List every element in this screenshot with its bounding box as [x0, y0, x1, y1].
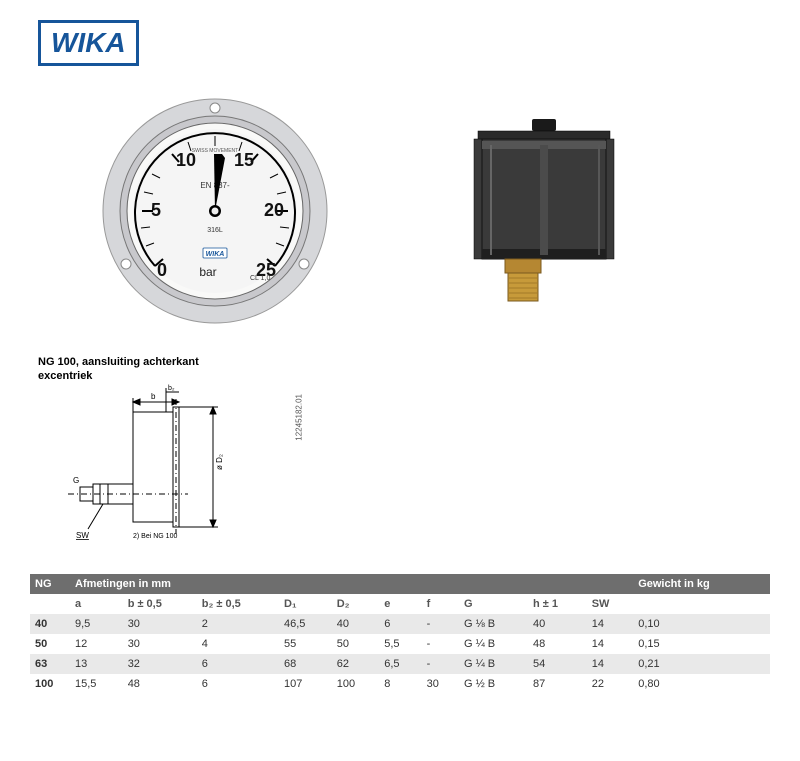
- unit-label: bar: [199, 265, 216, 279]
- gauge-front-view: 0 5 10 15 20 25 SWISS MOVEMENT EN 837- 3…: [100, 96, 330, 326]
- dim-G: G: [73, 476, 79, 485]
- brand-label: WIKA: [206, 251, 225, 258]
- gauge-side-view: [450, 111, 630, 311]
- th-ng: NG: [30, 574, 70, 594]
- dim-b: b: [151, 392, 156, 401]
- table-row: 63 13 32 6 68 62 6,5 - G ¼ B 54 14 0,21: [30, 654, 770, 674]
- diagram-title-1: NG 100, aansluiting achterkant: [38, 356, 293, 368]
- sub-b: b ± 0,5: [123, 594, 197, 614]
- diagram-code: 12245182.01: [295, 394, 304, 441]
- spec-table-section: NG Afmetingen in mm Gewicht in kg a b ± …: [30, 574, 770, 694]
- sub-e: e: [379, 594, 421, 614]
- sub-a: a: [70, 594, 123, 614]
- table-row: 50 12 30 4 55 50 5,5 - G ¼ B 48 14 0,15: [30, 634, 770, 654]
- scale-5: 5: [151, 200, 161, 220]
- wika-logo-text: WIKA: [51, 27, 126, 58]
- swiss-label: SWISS MOVEMENT: [192, 148, 238, 154]
- th-dims: Afmetingen in mm: [70, 574, 633, 594]
- diagram-footnote: 2) Bei NG 100: [133, 533, 177, 540]
- sub-h: h ± 1: [528, 594, 587, 614]
- table-row: 100 15,5 48 6 107 100 8 30 G ½ B 87 22 0…: [30, 674, 770, 694]
- sub-d2: D₂: [332, 594, 380, 614]
- sub-d1: D₁: [279, 594, 332, 614]
- sub-sw: SW: [587, 594, 634, 614]
- material-label: 316L: [207, 227, 223, 234]
- wika-logo: WIKA: [38, 20, 139, 66]
- product-image-row: 0 5 10 15 20 25 SWISS MOVEMENT EN 837- 3…: [100, 96, 770, 326]
- class-label: CL 1,0: [250, 275, 270, 282]
- table-row: 40 9,5 30 2 46,5 40 6 - G ⅛ B 40 14 0,10: [30, 614, 770, 634]
- dim-D2: ø D₂: [215, 454, 224, 470]
- sub-f: f: [422, 594, 459, 614]
- sub-g: G: [459, 594, 528, 614]
- scale-20: 20: [264, 200, 284, 220]
- scale-0: 0: [157, 260, 167, 280]
- dim-SW: SW: [76, 531, 89, 540]
- diagram-title-2: excentriek: [38, 370, 293, 382]
- sub-b2: b₂ ± 0,5: [197, 594, 279, 614]
- dim-b2: b₂: [168, 385, 175, 392]
- technical-diagram: NG 100, aansluiting achterkant excentrie…: [38, 356, 293, 544]
- spec-table: NG Afmetingen in mm Gewicht in kg a b ± …: [30, 574, 770, 694]
- th-weight: Gewicht in kg: [633, 574, 770, 594]
- brass-fitting: [505, 259, 541, 301]
